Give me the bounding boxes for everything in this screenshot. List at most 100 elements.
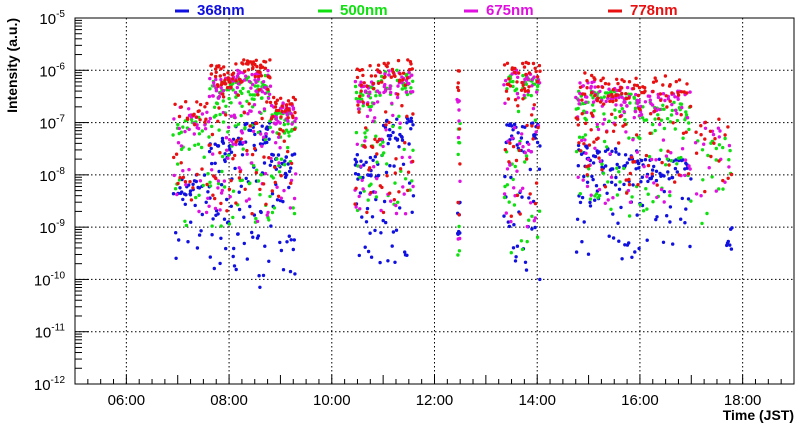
- data-point: [631, 86, 636, 91]
- data-point: [688, 104, 693, 109]
- data-point: [534, 69, 538, 74]
- data-point: [383, 75, 387, 79]
- data-point: [668, 220, 672, 224]
- data-point: [250, 161, 254, 165]
- data-point: [245, 257, 249, 261]
- data-point: [410, 67, 414, 71]
- data-point: [675, 162, 679, 166]
- data-point: [394, 157, 398, 161]
- data-point: [263, 171, 268, 176]
- data-point: [234, 267, 238, 272]
- data-point: [503, 184, 507, 189]
- data-point: [634, 92, 638, 97]
- data-point: [583, 138, 587, 142]
- data-point: [527, 142, 531, 146]
- data-point: [511, 79, 515, 84]
- data-point: [216, 119, 220, 124]
- x-tick-label: 10:00: [313, 392, 351, 409]
- data-point: [208, 76, 212, 81]
- data-point: [726, 176, 730, 180]
- data-point: [229, 101, 233, 105]
- data-point: [213, 161, 217, 165]
- data-point: [614, 98, 618, 103]
- data-point: [371, 81, 376, 86]
- data-point: [512, 203, 517, 207]
- data-point: [221, 88, 226, 93]
- data-point: [232, 246, 236, 251]
- data-point: [205, 182, 209, 187]
- data-point: [260, 116, 264, 121]
- data-point: [650, 168, 655, 172]
- data-point: [204, 117, 208, 121]
- data-point: [594, 192, 599, 196]
- data-point: [578, 149, 583, 153]
- data-point: [521, 73, 525, 78]
- data-point: [354, 186, 358, 190]
- data-point: [515, 169, 519, 173]
- data-point: [577, 98, 581, 102]
- data-point: [620, 91, 624, 96]
- data-point: [717, 143, 722, 147]
- data-point: [210, 233, 214, 237]
- data-point: [216, 212, 220, 216]
- data-point: [654, 178, 659, 183]
- data-point: [202, 173, 207, 177]
- data-point: [237, 176, 242, 180]
- data-point: [398, 167, 403, 171]
- data-point: [585, 95, 589, 99]
- data-point: [262, 107, 267, 111]
- data-point: [226, 71, 230, 75]
- data-point: [261, 80, 266, 84]
- data-point: [409, 62, 413, 66]
- data-point: [530, 84, 534, 88]
- data-point: [179, 144, 184, 148]
- data-point: [623, 122, 627, 127]
- data-point: [648, 131, 652, 135]
- data-point: [381, 144, 385, 149]
- data-point: [361, 187, 365, 191]
- data-point: [280, 109, 284, 114]
- data-point: [194, 115, 199, 119]
- data-point: [574, 149, 579, 154]
- data-point: [458, 162, 462, 166]
- data-point: [252, 143, 256, 148]
- data-point: [355, 142, 359, 146]
- data-point: [207, 94, 212, 99]
- data-point: [668, 205, 673, 209]
- data-point: [250, 230, 254, 235]
- data-point: [256, 93, 260, 97]
- data-point: [397, 114, 401, 119]
- data-point: [403, 177, 408, 181]
- data-point: [187, 147, 191, 151]
- data-point: [259, 74, 264, 78]
- data-point: [729, 172, 734, 177]
- data-point: [512, 223, 516, 227]
- data-point: [662, 107, 666, 111]
- data-point: [277, 170, 282, 174]
- data-point: [512, 122, 517, 127]
- data-point: [193, 143, 197, 147]
- data-point: [631, 138, 635, 142]
- data-point: [391, 124, 395, 129]
- data-point: [197, 193, 201, 197]
- data-point: [189, 198, 194, 202]
- data-point: [533, 225, 537, 230]
- data-point: [213, 206, 218, 211]
- data-point: [582, 220, 586, 224]
- data-point: [207, 135, 211, 139]
- data-point: [513, 259, 518, 263]
- data-point: [614, 150, 618, 154]
- data-point: [580, 112, 584, 116]
- data-point: [395, 95, 400, 100]
- data-point: [401, 162, 406, 166]
- data-point: [597, 193, 602, 198]
- data-point: [521, 145, 525, 149]
- data-point: [676, 93, 681, 97]
- data-point: [270, 192, 275, 196]
- data-point: [622, 182, 626, 187]
- data-point: [611, 99, 615, 104]
- data-point: [208, 87, 212, 91]
- data-point: [387, 120, 391, 125]
- data-point: [522, 93, 526, 98]
- data-point: [183, 129, 187, 134]
